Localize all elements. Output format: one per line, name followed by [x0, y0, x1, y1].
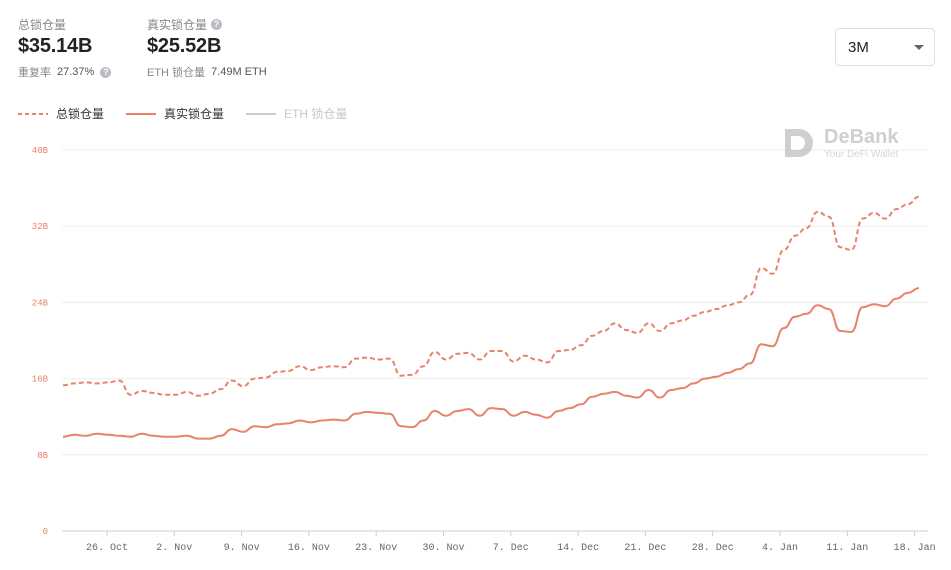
real-tvl-value: $25.52B [147, 35, 222, 57]
real-tvl-stat: 真实锁仓量 ? $25.52B ETH 锁仓量 7.49M ETH [147, 16, 267, 80]
x-tick-label: 9. Nov [224, 543, 260, 554]
x-tick-label: 14. Dec [557, 543, 599, 554]
legend-item-total-tvl[interactable]: 总锁仓量 [18, 105, 104, 122]
chart-legend: 总锁仓量 真实锁仓量 ETH 锁仓量 [18, 105, 347, 122]
y-tick-label: 24B [32, 298, 49, 308]
real-tvl-label: 真实锁仓量 ? [147, 16, 267, 33]
y-axis: 0 8B 16B 24B 32B 40B [32, 146, 49, 537]
total-tvl-value: $35.14B [18, 35, 93, 57]
legend-item-real-tvl[interactable]: 真实锁仓量 [126, 105, 224, 122]
x-tick-label: 7. Dec [493, 543, 529, 554]
time-range-value: 3M [848, 38, 869, 56]
y-tick-label: 8B [37, 451, 48, 461]
duplicate-rate: 重复率 27.37% ? [18, 64, 112, 80]
duplicate-rate-value: 27.37% [57, 66, 95, 78]
total-tvl-stat: 总锁仓量 $35.14B 重复率 27.37% ? [18, 16, 112, 80]
duplicate-rate-label: 重复率 [18, 67, 51, 79]
eth-locked-label: ETH 锁仓量 [147, 67, 206, 79]
series-line-total-tvl [62, 195, 920, 397]
x-tick-label: 21. Dec [624, 543, 666, 554]
debank-watermark: DeBank Your DeFi Wallet [782, 126, 898, 160]
eth-locked-value: 7.49M ETH [211, 66, 267, 78]
grid-layer [62, 149, 928, 532]
dashed-line-icon [18, 112, 48, 115]
watermark-brand: DeBank [824, 125, 899, 148]
watermark-tagline: Your DeFi Wallet [824, 148, 899, 160]
debank-logo-icon [785, 129, 813, 157]
solid-line-icon [126, 112, 157, 115]
series-line-real-tvl [62, 287, 920, 440]
series-layer [62, 195, 920, 440]
x-axis: 26. Oct 2. Nov 9. Nov 16. Nov 23. Nov 30. Nov… [86, 531, 936, 554]
x-tick-label: 18. Jan [894, 543, 936, 554]
eth-locked: ETH 锁仓量 7.49M ETH [147, 64, 267, 80]
legend-label: 真实锁仓量 [164, 107, 225, 121]
legend-item-eth-tvl[interactable]: ETH 锁仓量 [246, 105, 347, 122]
y-tick-label: 0 [43, 527, 48, 537]
time-range-select[interactable]: 3M [835, 28, 935, 66]
help-icon[interactable]: ? [211, 19, 223, 30]
y-tick-label: 16B [32, 375, 49, 385]
y-tick-label: 40B [32, 146, 49, 156]
x-tick-label: 16. Nov [288, 543, 330, 554]
chevron-down-icon [914, 44, 924, 50]
x-tick-label: 26. Oct [86, 543, 128, 554]
x-tick-label: 2. Nov [156, 543, 192, 554]
legend-label: 总锁仓量 [56, 107, 105, 121]
total-tvl-label: 总锁仓量 [18, 18, 67, 32]
x-tick-label: 28. Dec [692, 543, 734, 554]
x-tick-label: 23. Nov [355, 543, 397, 554]
legend-label: ETH 锁仓量 [284, 107, 348, 121]
help-icon[interactable]: ? [100, 66, 112, 78]
x-tick-label: 11. Jan [826, 543, 868, 554]
y-tick-label: 32B [32, 222, 49, 232]
x-tick-label: 30. Nov [422, 543, 464, 554]
x-tick-label: 4. Jan [762, 543, 798, 554]
solid-line-icon [246, 112, 277, 115]
